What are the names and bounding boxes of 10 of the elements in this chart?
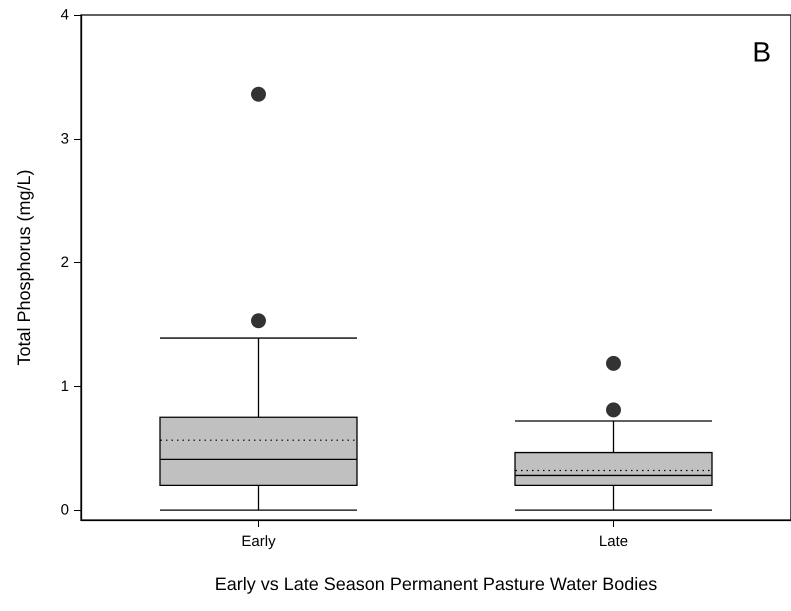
y-tick-label: 4 bbox=[60, 6, 69, 24]
y-tick-label: 0 bbox=[60, 502, 69, 519]
y-tick-label: 2 bbox=[60, 254, 69, 272]
y-tick-label: 3 bbox=[60, 130, 69, 148]
x-axis-title: Early vs Late Season Permanent Pasture Water Bodies bbox=[214, 574, 658, 594]
y-axis-title: Total Phosphorus (mg/L) bbox=[14, 169, 34, 366]
annotation: B bbox=[752, 36, 772, 68]
y-tick-label: 1 bbox=[60, 378, 69, 395]
x-tick-label: Early bbox=[241, 533, 276, 550]
x-tick-label: Late bbox=[598, 533, 628, 550]
